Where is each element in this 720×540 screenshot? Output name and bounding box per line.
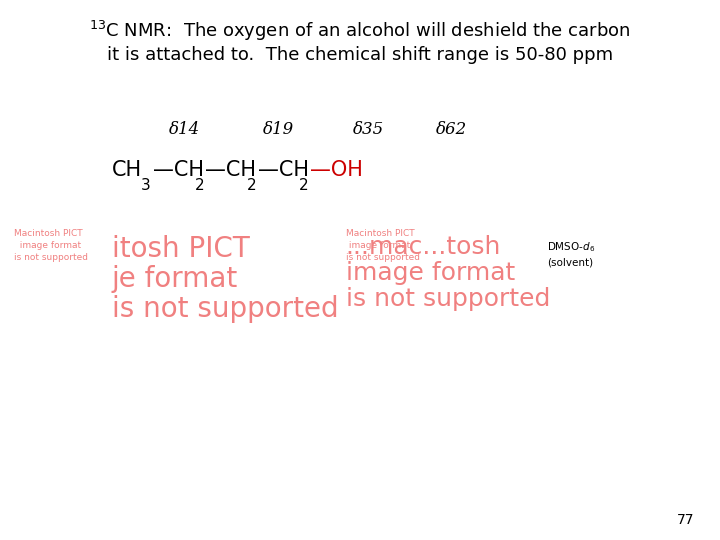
Text: DMSO-$d_6$
(solvent): DMSO-$d_6$ (solvent) <box>547 240 595 267</box>
Text: 2: 2 <box>247 178 256 193</box>
Text: CH: CH <box>112 160 142 180</box>
Text: δ35: δ35 <box>353 121 384 138</box>
Text: 77: 77 <box>678 512 695 526</box>
Text: 2: 2 <box>194 178 204 193</box>
Text: $^{13}$C NMR:  The oxygen of an alcohol will deshield the carbon: $^{13}$C NMR: The oxygen of an alcohol w… <box>89 19 631 43</box>
Text: —CH: —CH <box>258 160 309 180</box>
Text: —OH: —OH <box>310 160 363 180</box>
Text: ...mac...tosh
image format
is not supported: ...mac...tosh image format is not suppor… <box>346 235 550 310</box>
Text: it is attached to.  The chemical shift range is 50-80 ppm: it is attached to. The chemical shift ra… <box>107 46 613 64</box>
Text: δ14: δ14 <box>169 121 200 138</box>
Text: δ62: δ62 <box>436 121 467 138</box>
Text: —CH: —CH <box>153 160 204 180</box>
Text: Macintosh PICT
 image format
is not supported: Macintosh PICT image format is not suppo… <box>346 230 420 262</box>
Text: 2: 2 <box>299 178 308 193</box>
Text: 3: 3 <box>141 178 151 193</box>
Text: Macintosh PICT
  image format
is not supported: Macintosh PICT image format is not suppo… <box>14 230 89 262</box>
Text: itosh PICT
je format
is not supported: itosh PICT je format is not supported <box>112 235 338 323</box>
Text: —CH: —CH <box>205 160 256 180</box>
Text: δ19: δ19 <box>263 121 294 138</box>
